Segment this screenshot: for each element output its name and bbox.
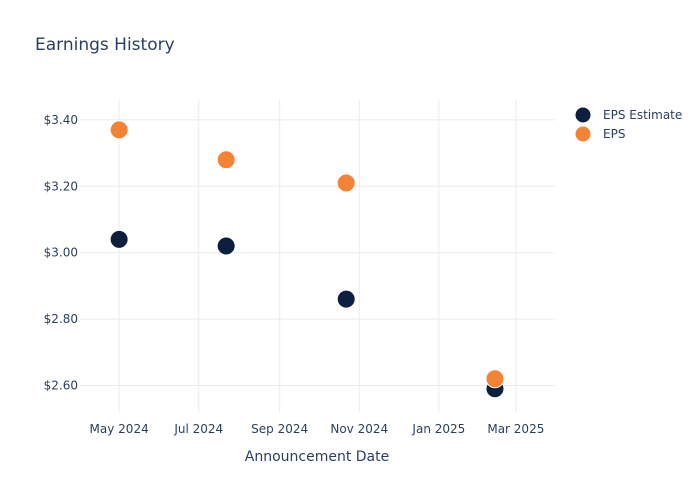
axis-ticks: May 2024 Jul 2024 Sep 2024 Nov 2024 Jan 2025… xyxy=(44,113,545,436)
point-eps-estimate[interactable] xyxy=(216,236,236,256)
grid-lines xyxy=(80,100,555,412)
legend-label-eps-estimate[interactable]: EPS Estimate xyxy=(603,108,682,122)
chart-title: Earnings History xyxy=(35,35,175,55)
y-tick-label: $3.20 xyxy=(44,179,78,193)
legend-marker-eps[interactable] xyxy=(574,125,592,143)
point-eps-estimate[interactable] xyxy=(336,289,356,309)
data-points xyxy=(109,120,505,399)
y-tick-label: $2.60 xyxy=(44,378,78,392)
point-eps[interactable] xyxy=(336,173,356,193)
point-eps-estimate[interactable] xyxy=(109,229,129,249)
legend[interactable]: EPS Estimate EPS xyxy=(574,106,682,143)
legend-marker-eps-estimate[interactable] xyxy=(574,106,592,124)
x-tick-label: Nov 2024 xyxy=(330,422,388,436)
y-tick-label: $3.00 xyxy=(44,246,78,260)
x-tick-label: Mar 2025 xyxy=(487,422,544,436)
y-tick-label: $3.40 xyxy=(44,113,78,127)
point-eps[interactable] xyxy=(216,150,236,170)
x-tick-label: Sep 2024 xyxy=(251,422,308,436)
x-tick-label: Jul 2024 xyxy=(173,422,223,436)
x-axis-title: Announcement Date xyxy=(245,449,389,465)
legend-label-eps[interactable]: EPS xyxy=(603,127,625,141)
point-eps[interactable] xyxy=(109,120,129,140)
point-eps[interactable] xyxy=(485,369,505,389)
x-tick-label: May 2024 xyxy=(90,422,149,436)
x-tick-label: Jan 2025 xyxy=(411,422,465,436)
y-tick-label: $2.80 xyxy=(44,312,78,326)
